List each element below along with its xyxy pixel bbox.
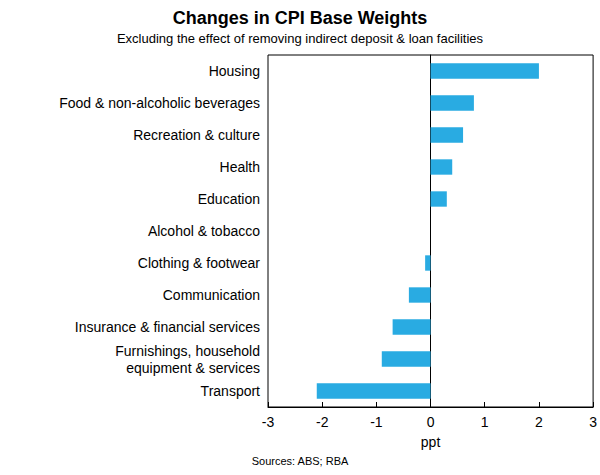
svg-text:Education: Education <box>198 191 260 207</box>
svg-text:Health: Health <box>220 159 260 175</box>
svg-text:3: 3 <box>589 414 597 430</box>
svg-text:-2: -2 <box>316 414 329 430</box>
svg-text:1: 1 <box>481 414 489 430</box>
svg-text:equipment & services: equipment & services <box>126 360 260 376</box>
svg-text:ppt: ppt <box>421 434 441 450</box>
svg-text:Food & non-alcoholic beverages: Food & non-alcoholic beverages <box>59 95 260 111</box>
svg-text:Excluding the effect of removi: Excluding the effect of removing indirec… <box>117 31 484 46</box>
svg-text:Housing: Housing <box>209 63 260 79</box>
svg-text:Transport: Transport <box>201 383 261 399</box>
svg-text:Changes in CPI Base Weights: Changes in CPI Base Weights <box>173 8 428 28</box>
svg-text:Recreation & culture: Recreation & culture <box>133 127 260 143</box>
svg-text:Sources: ABS; RBA: Sources: ABS; RBA <box>252 455 349 467</box>
svg-text:0: 0 <box>427 414 435 430</box>
svg-text:2: 2 <box>535 414 543 430</box>
svg-text:Clothing & footwear: Clothing & footwear <box>138 255 261 271</box>
svg-text:-3: -3 <box>262 414 275 430</box>
svg-text:Insurance & financial services: Insurance & financial services <box>75 319 260 335</box>
svg-text:Furnishings, household: Furnishings, household <box>115 343 260 359</box>
svg-text:Alcohol & tobacco: Alcohol & tobacco <box>148 223 260 239</box>
svg-text:-1: -1 <box>370 414 383 430</box>
svg-text:Communication: Communication <box>163 287 260 303</box>
